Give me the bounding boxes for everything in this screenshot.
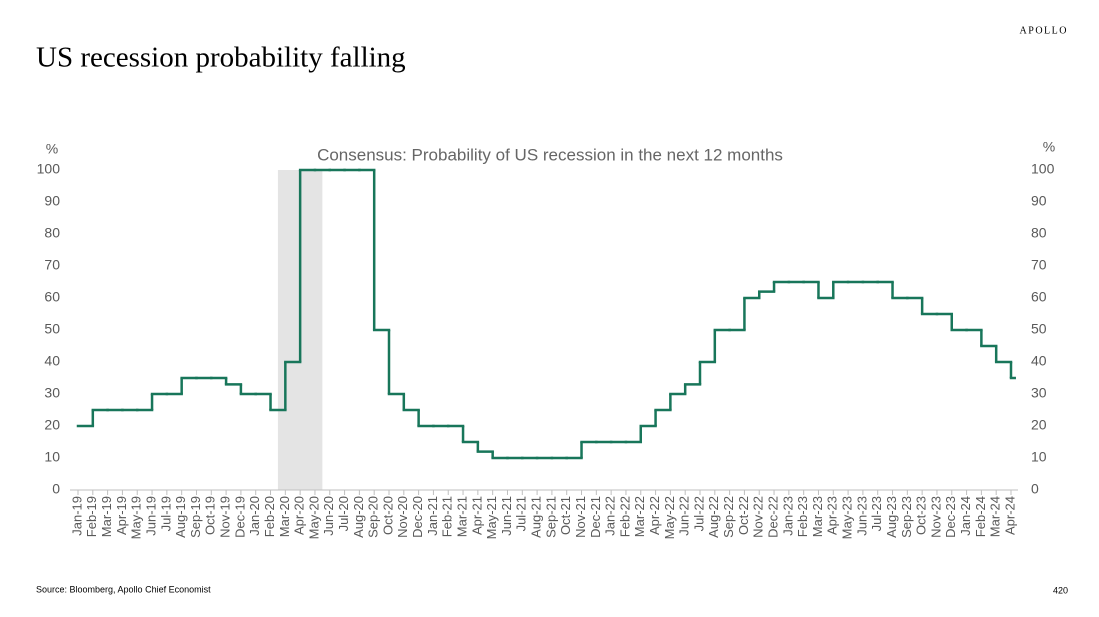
x-tick-label: Apr-21 [469, 496, 484, 535]
source: Source: Bloomberg, Apollo Chief Economis… [36, 584, 211, 594]
x-tick-label: May-23 [840, 496, 855, 539]
y2-tick-label: 70 [1031, 257, 1047, 273]
y-unit: % [46, 141, 58, 157]
x-tick-label: Jul-23 [869, 496, 884, 531]
y2-tick-label: 10 [1031, 449, 1047, 465]
x-tick-label: Nov-23 [928, 496, 943, 538]
x-tick-label: Apr-19 [114, 496, 129, 535]
x-tick-label: Feb-24 [973, 496, 988, 537]
x-tick-label: Sep-21 [543, 496, 558, 538]
y-tick-label: 90 [44, 193, 60, 209]
y-tick-label: 10 [44, 449, 60, 465]
chart-title: US recession probability falling [36, 42, 406, 74]
x-tick-label: Oct-20 [380, 496, 395, 535]
x-tick-label: Jan-23 [780, 496, 795, 536]
x-tick-label: Jan-24 [958, 496, 973, 536]
x-tick-label: Nov-19 [218, 496, 233, 538]
y-tick-label: 80 [44, 225, 60, 241]
x-tick-label: Oct-23 [914, 496, 929, 535]
x-tick-label: Jan-21 [425, 496, 440, 536]
x-tick-label: Nov-21 [573, 496, 588, 538]
x-tick-label: Apr-22 [647, 496, 662, 535]
x-tick-label: Sep-22 [721, 496, 736, 538]
y2-tick-label: 50 [1031, 321, 1047, 337]
x-tick-label: Mar-24 [988, 496, 1003, 537]
x-tick-label: May-20 [306, 496, 321, 539]
y2-tick-label: 0 [1031, 481, 1039, 497]
x-tick-label: Dec-22 [765, 496, 780, 538]
brand: APOLLO [1020, 25, 1068, 36]
x-tick-label: Aug-23 [884, 496, 899, 538]
x-tick-label: Jun-22 [677, 496, 692, 536]
x-tick-label: Aug-19 [173, 496, 188, 538]
x-tick-label: Feb-22 [617, 496, 632, 537]
x-tick-label: Mar-22 [632, 496, 647, 537]
x-tick-label: Mar-20 [277, 496, 292, 537]
x-tick-label: Apr-23 [825, 496, 840, 535]
x-tick-label: Nov-20 [395, 496, 410, 538]
x-tick-label: Jan-19 [69, 496, 84, 536]
x-tick-label: Oct-21 [558, 496, 573, 535]
x-tick-label: Feb-19 [84, 496, 99, 537]
x-tick-label: Sep-23 [899, 496, 914, 538]
x-tick-label: Aug-22 [706, 496, 721, 538]
x-tick-label: Aug-21 [529, 496, 544, 538]
y-tick-label: 50 [44, 321, 60, 337]
x-tick-label: Sep-19 [188, 496, 203, 538]
x-tick-label: Jan-20 [247, 496, 262, 536]
y-tick-label: 0 [52, 481, 60, 497]
x-tick-label: May-22 [662, 496, 677, 539]
page-number: 420 [1053, 585, 1068, 595]
x-tick-label: Dec-19 [232, 496, 247, 538]
x-tick-label: Jun-19 [143, 496, 158, 536]
y2-tick-label: 80 [1031, 225, 1047, 241]
y-tick-label: 70 [44, 257, 60, 273]
subtitle: Consensus: Probability of US recession i… [317, 145, 783, 164]
x-tick-label: Mar-23 [810, 496, 825, 537]
x-tick-label: Jul-20 [336, 496, 351, 531]
x-tick-label: May-21 [484, 496, 499, 539]
x-tick-label: Jan-22 [603, 496, 618, 536]
y-tick-label: 20 [44, 417, 60, 433]
x-tick-label: Apr-24 [1002, 496, 1017, 535]
y-tick-label: 40 [44, 353, 60, 369]
y2-tick-label: 90 [1031, 193, 1047, 209]
x-tick-label: Feb-21 [440, 496, 455, 537]
x-tick-label: Aug-20 [351, 496, 366, 538]
y2-tick-label: 20 [1031, 417, 1047, 433]
x-tick-label: Jul-22 [691, 496, 706, 531]
x-tick-label: Sep-20 [366, 496, 381, 538]
y2-unit: % [1043, 139, 1055, 155]
x-tick-label: Oct-19 [203, 496, 218, 535]
x-tick-label: Dec-23 [943, 496, 958, 538]
x-tick-label: May-19 [129, 496, 144, 539]
y-tick-label: 30 [44, 385, 60, 401]
x-tick-label: Mar-21 [454, 496, 469, 537]
x-tick-label: Jun-23 [854, 496, 869, 536]
x-tick-label: Apr-20 [292, 496, 307, 535]
x-tick-label: Dec-21 [588, 496, 603, 538]
x-tick-label: Nov-22 [751, 496, 766, 538]
x-tick-label: Jul-19 [158, 496, 173, 531]
x-tick-label: Dec-20 [410, 496, 425, 538]
x-tick-label: Jun-21 [499, 496, 514, 536]
y2-tick-label: 60 [1031, 289, 1047, 305]
y-tick-label: 60 [44, 289, 60, 305]
y2-tick-label: 100 [1031, 161, 1055, 177]
x-tick-label: Jul-21 [514, 496, 529, 531]
x-tick-label: Oct-22 [736, 496, 751, 535]
y-tick-label: 100 [37, 161, 61, 177]
x-tick-label: Feb-20 [262, 496, 277, 537]
y2-tick-label: 40 [1031, 353, 1047, 369]
x-tick-label: Mar-19 [99, 496, 114, 537]
x-tick-label: Jun-20 [321, 496, 336, 536]
y2-tick-label: 30 [1031, 385, 1047, 401]
x-tick-label: Feb-23 [795, 496, 810, 537]
